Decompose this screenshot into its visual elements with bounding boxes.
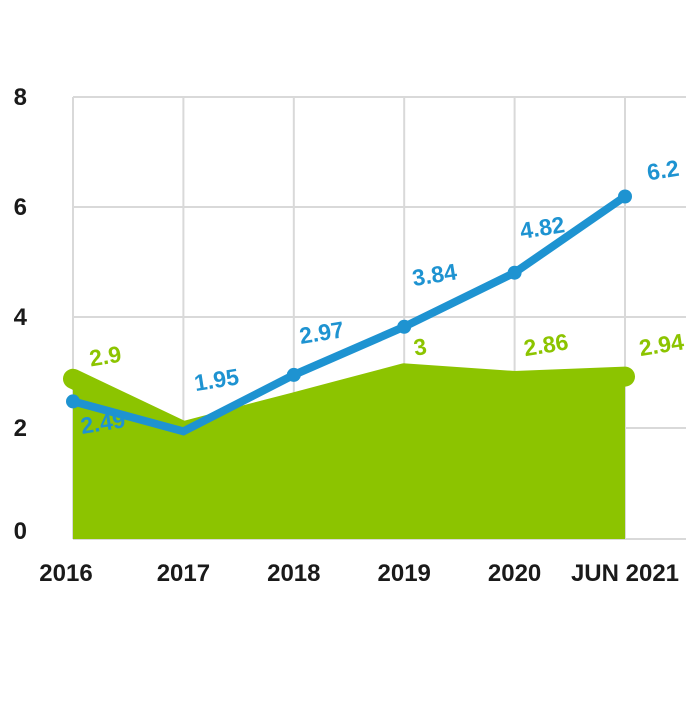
svg-text:2017: 2017 — [157, 560, 210, 587]
svg-text:3.84: 3.84 — [410, 258, 458, 291]
svg-text:2.94: 2.94 — [637, 328, 685, 361]
svg-text:2: 2 — [14, 415, 27, 442]
svg-text:2.86: 2.86 — [522, 328, 570, 361]
svg-text:2019: 2019 — [378, 560, 431, 587]
svg-text:2.9: 2.9 — [87, 341, 123, 372]
svg-text:2020: 2020 — [488, 560, 541, 587]
svg-text:6: 6 — [14, 194, 27, 221]
svg-text:0: 0 — [14, 518, 27, 545]
svg-text:2.97: 2.97 — [297, 316, 345, 349]
svg-text:JUN 2021: JUN 2021 — [571, 560, 679, 587]
svg-text:1.95: 1.95 — [192, 363, 240, 396]
svg-text:8: 8 — [14, 84, 27, 111]
svg-text:2016: 2016 — [39, 560, 92, 587]
svg-text:2018: 2018 — [267, 560, 320, 587]
svg-text:6.2: 6.2 — [645, 155, 681, 186]
svg-text:4: 4 — [14, 304, 28, 331]
svg-text:3: 3 — [412, 333, 429, 361]
